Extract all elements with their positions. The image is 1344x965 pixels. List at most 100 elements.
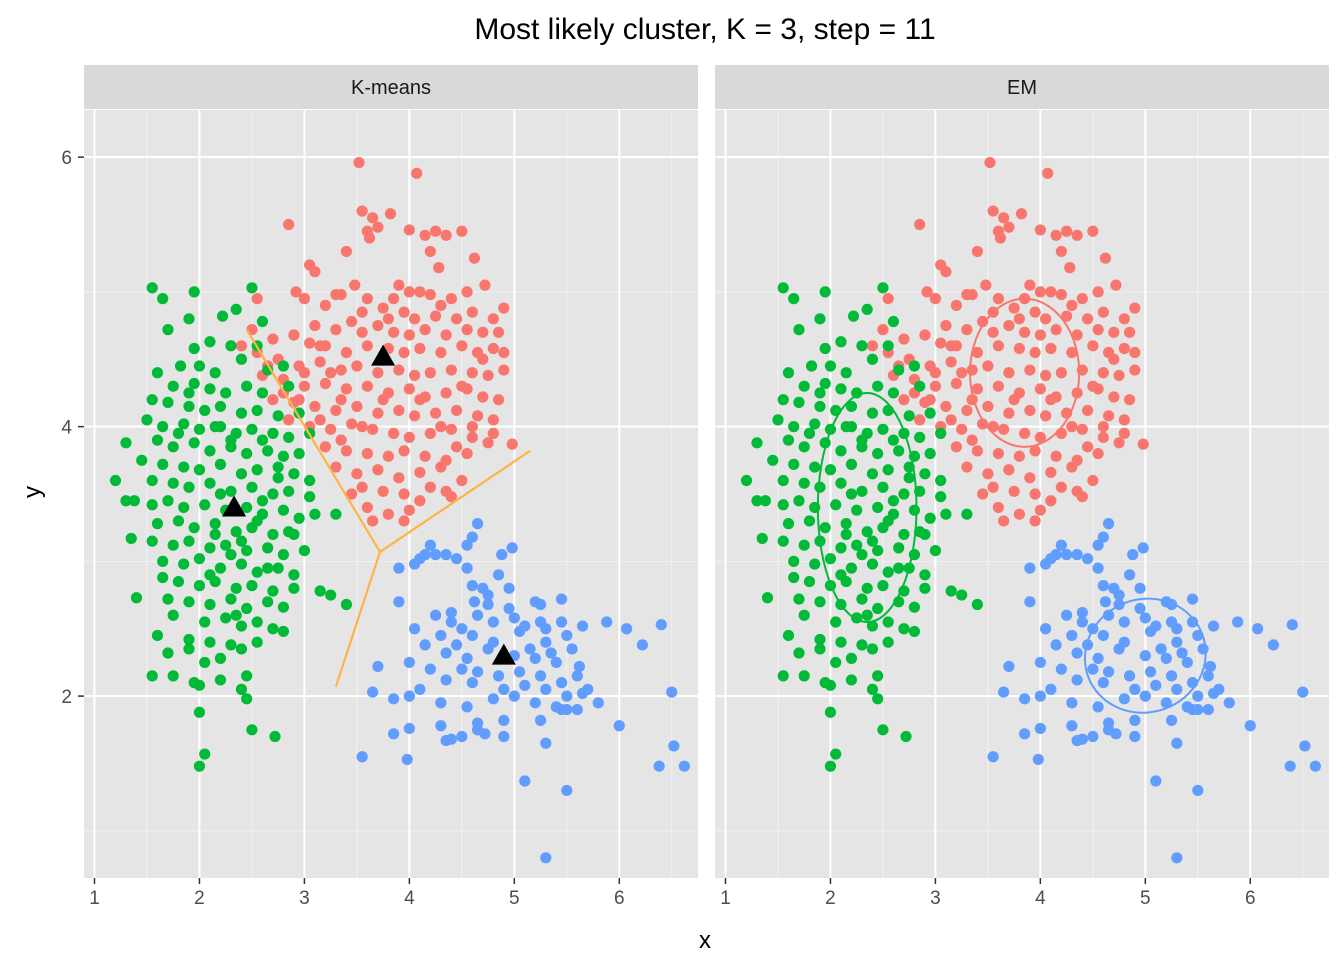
point-cluster-1 (1081, 404, 1094, 417)
point-cluster-2 (235, 558, 248, 570)
point-cluster-2 (856, 639, 868, 651)
point-cluster-3 (668, 740, 680, 752)
point-cluster-2 (230, 303, 242, 316)
point-cluster-2 (751, 495, 763, 507)
point-cluster-1 (477, 326, 489, 338)
point-cluster-3 (1192, 703, 1204, 716)
point-cluster-3 (1176, 647, 1188, 659)
point-cluster-2 (882, 616, 894, 628)
point-cluster-3 (466, 531, 478, 543)
point-cluster-2 (751, 437, 763, 449)
point-cluster-2 (929, 544, 942, 557)
point-cluster-2 (851, 504, 863, 516)
point-cluster-1 (298, 293, 311, 305)
point-cluster-1 (319, 299, 332, 311)
point-cluster-3 (1134, 602, 1146, 615)
point-cluster-2 (256, 387, 269, 399)
point-cluster-3 (571, 703, 583, 716)
point-cluster-2 (798, 477, 810, 489)
point-cluster-3 (592, 697, 604, 709)
point-cluster-2 (246, 481, 258, 493)
point-cluster-3 (424, 663, 436, 675)
point-cluster-2 (188, 286, 200, 298)
point-cluster-2 (809, 461, 821, 473)
point-cluster-1 (961, 324, 973, 336)
point-cluster-2 (788, 555, 800, 567)
point-cluster-2 (803, 515, 816, 527)
point-cluster-2 (908, 625, 921, 638)
x-tick-label: 1 (720, 888, 731, 909)
point-cluster-1 (929, 293, 942, 305)
point-cluster-2 (330, 508, 342, 520)
point-cluster-1 (971, 383, 983, 395)
point-cluster-1 (1029, 306, 1041, 318)
x-tick-label: 6 (1245, 888, 1256, 909)
point-cluster-1 (1008, 302, 1020, 314)
point-cluster-2 (866, 353, 879, 365)
point-cluster-1 (877, 324, 889, 336)
point-cluster-1 (309, 266, 321, 278)
point-cluster-2 (793, 593, 805, 605)
point-cluster-1 (479, 279, 491, 291)
y-tick-label: 2 (61, 687, 72, 708)
point-cluster-3 (482, 589, 494, 601)
point-cluster-3 (1232, 616, 1244, 628)
point-cluster-1 (435, 421, 447, 433)
point-cluster-2 (866, 535, 879, 547)
point-cluster-2 (835, 336, 847, 348)
point-cluster-3 (1061, 549, 1073, 561)
point-cluster-1 (1019, 427, 1031, 439)
point-cluster-1 (361, 501, 373, 514)
point-cluster-2 (167, 477, 179, 489)
point-cluster-2 (235, 353, 248, 365)
point-cluster-2 (193, 360, 206, 372)
point-cluster-3 (1032, 753, 1044, 766)
point-cluster-3 (1129, 714, 1141, 726)
point-cluster-3 (1267, 639, 1279, 651)
point-cluster-1 (1015, 208, 1028, 220)
point-cluster-3 (1092, 652, 1104, 664)
point-cluster-1 (1061, 310, 1073, 322)
point-cluster-3 (1139, 612, 1151, 624)
point-cluster-2 (214, 421, 227, 433)
centroid-marker (491, 643, 516, 665)
x-tick-label: 4 (404, 888, 415, 909)
point-cluster-1 (987, 481, 999, 493)
point-cluster-3 (1034, 722, 1046, 735)
point-cluster-2 (325, 589, 337, 601)
point-cluster-2 (788, 293, 800, 305)
centroid-marker (371, 344, 396, 366)
point-cluster-3 (466, 677, 478, 689)
facet-label: EM (1007, 77, 1037, 99)
point-cluster-2 (304, 491, 316, 503)
point-cluster-2 (204, 569, 216, 581)
point-cluster-1 (1045, 394, 1057, 406)
point-cluster-2 (759, 495, 771, 507)
point-cluster-2 (136, 454, 148, 466)
point-cluster-2 (805, 360, 818, 372)
point-cluster-3 (561, 690, 573, 702)
point-cluster-2 (193, 580, 206, 592)
point-cluster-3 (573, 660, 585, 673)
point-cluster-1 (419, 450, 431, 462)
point-cluster-1 (1040, 410, 1052, 422)
point-cluster-2 (188, 377, 200, 390)
point-cluster-1 (1118, 342, 1130, 355)
point-cluster-1 (340, 346, 352, 359)
point-cluster-3 (1244, 720, 1256, 732)
point-cluster-1 (377, 302, 389, 314)
point-cluster-3 (1137, 542, 1149, 554)
point-cluster-1 (353, 156, 365, 169)
point-cluster-2 (193, 706, 206, 718)
point-cluster-2 (162, 647, 174, 659)
point-cluster-1 (288, 329, 300, 341)
point-cluster-1 (1123, 394, 1136, 406)
point-cluster-2 (814, 481, 826, 493)
point-cluster-2 (183, 387, 195, 399)
point-cluster-3 (496, 549, 508, 561)
point-cluster-2 (230, 526, 242, 538)
point-cluster-1 (466, 367, 478, 379)
point-cluster-3 (1286, 619, 1298, 631)
point-cluster-1 (992, 501, 1004, 514)
point-cluster-2 (814, 387, 826, 399)
